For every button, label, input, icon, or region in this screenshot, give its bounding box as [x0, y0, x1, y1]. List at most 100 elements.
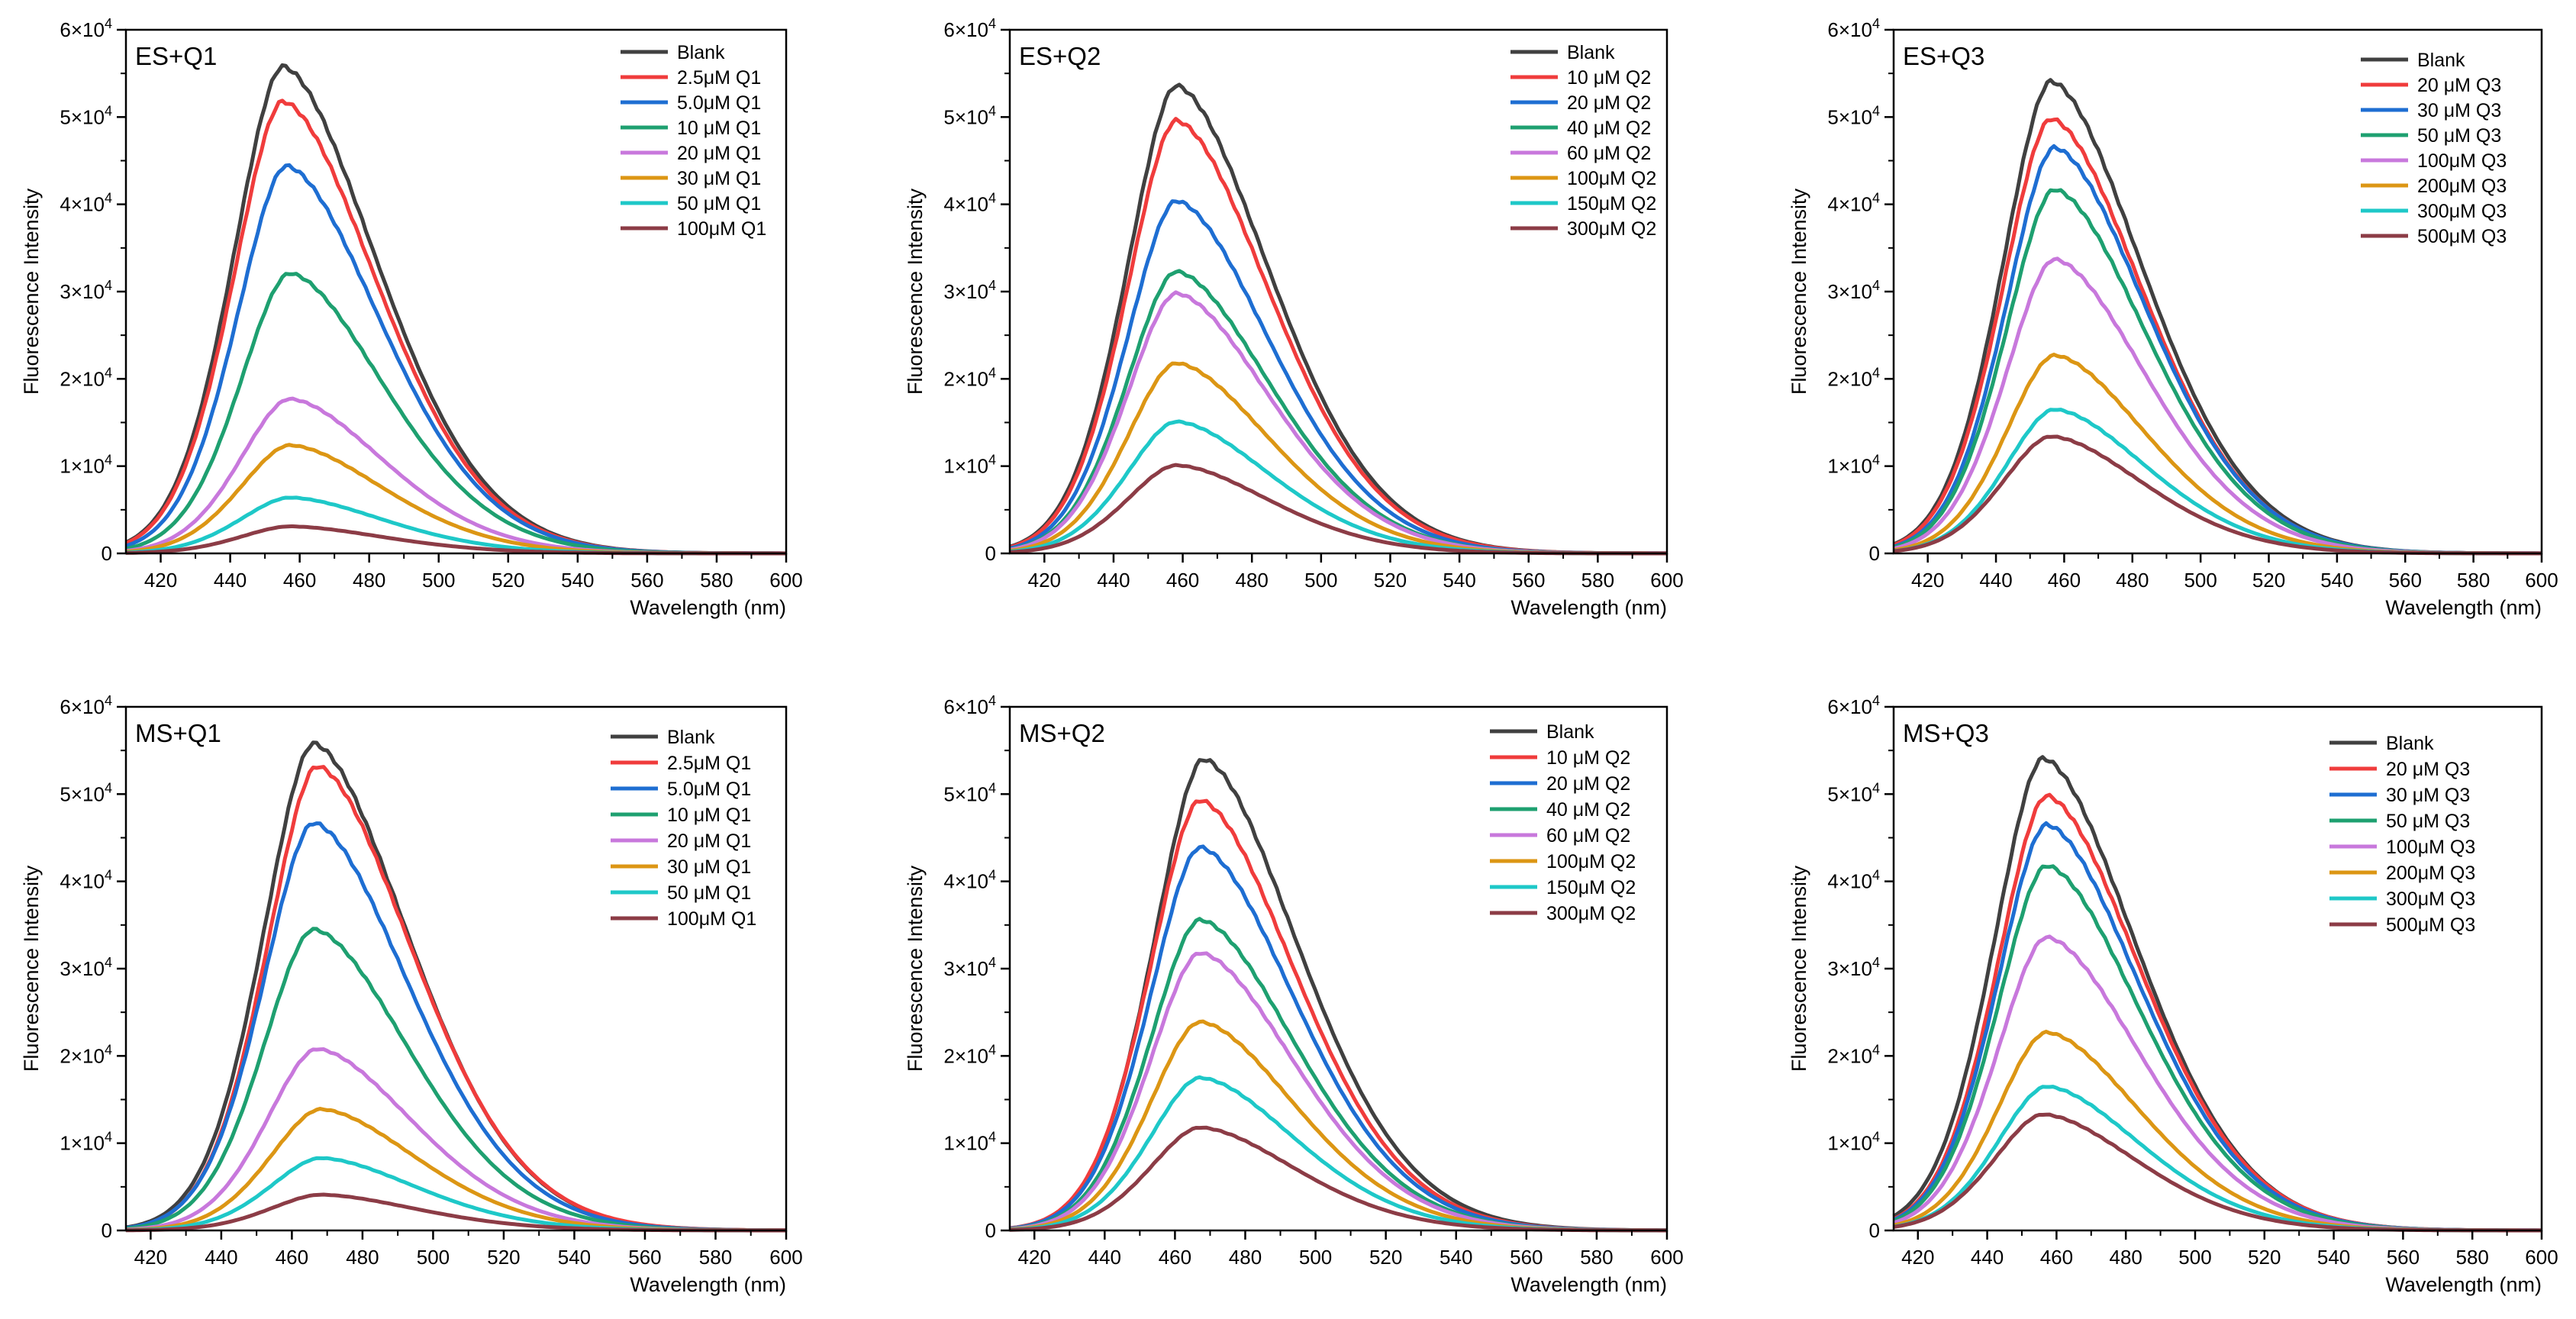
legend-entry: 300μM Q2	[1546, 903, 1636, 924]
legend: Blank 2.5μM Q1 5.0μM Q1 10 μM Q1 20 μM Q1 30 …	[621, 42, 766, 240]
y-tick-label: 0	[985, 1219, 996, 1242]
panel-label: ES+Q1	[135, 42, 217, 70]
y-tick-label: 2×104	[1827, 365, 1880, 390]
y-tick-label: 6×104	[943, 16, 996, 41]
y-tick-label: 1×104	[943, 1130, 996, 1155]
x-tick-label: 560	[1510, 1246, 1543, 1269]
y-tick-label: 5×104	[1827, 103, 1880, 128]
chart-panel: 420 440 460 480 500 520 540 560 580 600 0 1×104 2×10…	[904, 16, 1684, 619]
y-tick-label: 3×104	[943, 955, 996, 980]
legend-entry: 500μM Q3	[2386, 914, 2475, 936]
legend-entry: 50 μM Q1	[677, 193, 761, 214]
y-tick-label: 4×104	[1827, 868, 1880, 893]
legend-entry: 50 μM Q3	[2386, 811, 2470, 832]
legend-entry: Blank	[1546, 721, 1594, 743]
y-tick-label: 1×104	[1827, 1130, 1880, 1155]
x-tick-label: 480	[353, 569, 385, 592]
panel-label: MS+Q1	[135, 719, 221, 747]
x-tick-label: 500	[1304, 569, 1337, 592]
x-tick-label: 540	[1443, 569, 1475, 592]
y-tick-label: 1×104	[60, 453, 112, 478]
x-tick-label: 600	[1650, 569, 1683, 592]
series-line	[1893, 1085, 2542, 1233]
y-axis-label: Fluorescence Intensity	[1788, 188, 1810, 395]
legend-entry: 30 μM Q1	[667, 856, 751, 878]
y-tick-label: 2×104	[60, 1042, 112, 1067]
x-tick-label: 540	[2320, 569, 2353, 592]
x-tick-label: 600	[1650, 1246, 1683, 1269]
y-tick-label: 4×104	[60, 191, 112, 216]
x-tick-label: 540	[561, 569, 594, 592]
legend: Blank 2.5μM Q1 5.0μM Q1 10 μM Q1 20 μM Q1 30 …	[611, 727, 756, 930]
x-tick-label: 420	[1911, 569, 1944, 592]
x-tick-label: 560	[1512, 569, 1545, 592]
y-tick-label: 1×104	[943, 453, 996, 478]
y-tick-label: 5×104	[60, 780, 112, 805]
y-tick-label: 3×104	[1827, 278, 1880, 303]
x-tick-label: 600	[2525, 569, 2558, 592]
legend: Blank 20 μM Q3 30 μM Q3 50 μM Q3 100μM Q3 200…	[2329, 733, 2475, 936]
y-tick-label: 6×104	[1827, 693, 1880, 718]
legend-entry: 10 μM Q1	[677, 118, 761, 139]
legend-entry: 200μM Q3	[2417, 176, 2507, 197]
legend-entry: Blank	[2386, 733, 2434, 754]
x-tick-label: 520	[492, 569, 524, 592]
legend-entry: 100μM Q2	[1546, 851, 1636, 872]
y-axis-label: Fluorescence Intensity	[20, 188, 43, 395]
legend-entry: 20 μM Q3	[2386, 759, 2470, 780]
chart-panel: 420 440 460 480 500 520 540 560 580 600 0 1×104 2×10…	[1788, 16, 2558, 619]
legend-entry: 2.5μM Q1	[667, 753, 751, 774]
y-tick-label: 5×104	[60, 103, 112, 128]
y-tick-label: 2×104	[1827, 1042, 1880, 1067]
legend-entry: 150μM Q2	[1546, 877, 1636, 898]
legend-entry: 2.5μM Q1	[677, 67, 761, 89]
x-tick-label: 440	[1979, 569, 2012, 592]
y-tick-label: 0	[1869, 1219, 1880, 1242]
x-tick-label: 460	[1166, 569, 1199, 592]
x-tick-label: 480	[346, 1246, 379, 1269]
legend-entry: Blank	[2417, 50, 2465, 71]
x-axis-label: Wavelength (nm)	[1510, 596, 1667, 619]
legend-entry: 20 μM Q2	[1567, 92, 1651, 114]
x-tick-label: 520	[2252, 569, 2285, 592]
y-tick-label: 2×104	[943, 1042, 996, 1067]
legend-entry: 40 μM Q2	[1546, 799, 1630, 821]
y-axis-label: Fluorescence Intensity	[904, 865, 927, 1072]
legend: Blank 10 μM Q2 20 μM Q2 40 μM Q2 60 μM Q2 100…	[1490, 721, 1636, 924]
x-tick-label: 460	[2048, 569, 2081, 592]
y-tick-label: 4×104	[943, 191, 996, 216]
legend-entry: 50 μM Q3	[2417, 125, 2501, 147]
x-tick-label: 600	[769, 569, 802, 592]
x-tick-label: 460	[283, 569, 316, 592]
legend-entry: 60 μM Q2	[1546, 825, 1630, 847]
y-tick-label: 2×104	[60, 365, 112, 390]
x-tick-label: 540	[1440, 1246, 1472, 1269]
y-axis-label: Fluorescence Intensity	[904, 188, 927, 395]
x-tick-label: 440	[1088, 1246, 1121, 1269]
legend-entry: Blank	[667, 727, 715, 748]
legend-entry: 10 μM Q1	[667, 805, 751, 826]
series-line	[1009, 951, 1667, 1233]
legend-entry: 30 μM Q3	[2386, 785, 2470, 806]
y-tick-label: 3×104	[1827, 955, 1880, 980]
x-tick-label: 560	[2389, 569, 2422, 592]
legend-entry: 20 μM Q1	[667, 830, 751, 852]
chart-panel: 420 440 460 480 500 520 540 560 580 600 0 1×104 2×10…	[904, 693, 1684, 1296]
x-tick-label: 460	[1159, 1246, 1191, 1269]
x-tick-label: 480	[1236, 569, 1269, 592]
legend-entry: 10 μM Q2	[1546, 747, 1630, 769]
x-tick-label: 580	[2456, 1246, 2489, 1269]
y-tick-label: 0	[1869, 542, 1880, 565]
legend-entry: 100μM Q1	[667, 908, 756, 930]
legend-entry: 300μM Q3	[2417, 201, 2507, 222]
y-tick-label: 3×104	[60, 278, 112, 303]
chart-panel: 420 440 460 480 500 520 540 560 580 600 0 1×104 2×10…	[1788, 693, 2558, 1296]
y-axis-label: Fluorescence Intensity	[1788, 865, 1810, 1072]
legend-entry: 20 μM Q3	[2417, 75, 2501, 96]
x-axis-label: Wavelength (nm)	[2385, 1273, 2542, 1296]
chart-panel: 420 440 460 480 500 520 540 560 580 600 0 1×104 2×10…	[20, 693, 803, 1296]
x-tick-label: 580	[699, 1246, 732, 1269]
x-tick-label: 580	[1581, 569, 1614, 592]
y-tick-label: 0	[102, 542, 112, 565]
